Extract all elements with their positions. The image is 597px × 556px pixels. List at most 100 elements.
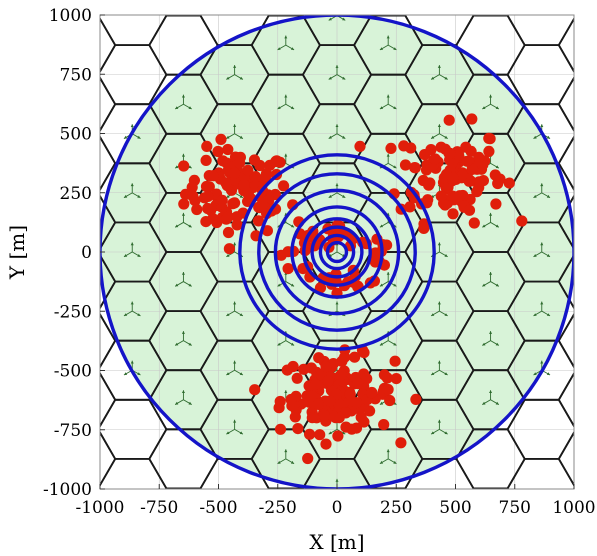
sector-arrow-head [290,47,295,50]
sector-arrow-head [546,194,550,198]
user-point [369,247,381,259]
sector-arrow-head [233,360,237,364]
sector-arrow-head [495,106,499,109]
sector-arrow-head [379,342,384,346]
user-point [278,180,290,192]
sector-arrow-head [540,301,544,305]
user-point [289,411,301,423]
user-point [178,198,190,210]
sector-arrow-head [137,194,141,198]
user-point [358,347,370,359]
y-tick-label: -1000 [43,480,92,500]
sector-arrow-head [386,449,390,453]
user-point [187,190,199,202]
user-point [339,351,351,363]
user-point [333,397,345,409]
user-point [207,170,219,182]
sector-arrow-head [495,224,499,228]
user-point [385,142,397,154]
x-tick-label: 750 [499,498,531,518]
user-point [384,394,396,407]
sector-arrow-head [226,431,230,435]
sector-arrow-head [444,135,448,139]
user-point [447,172,459,184]
user-point [516,215,528,227]
x-axis-ticks: -1000 -750 -500 -250 0 250 500 750 1000 [75,484,596,518]
user-point [460,141,472,153]
user-point [395,437,407,449]
sector-arrow-head [233,242,237,246]
user-point [399,159,412,171]
sector-arrow-head [489,331,493,334]
sector-arrow-head [328,431,332,435]
user-point [344,388,356,400]
hexagon-cell [557,371,574,428]
concentric-circles [238,153,436,351]
sector-arrow-head [181,212,185,216]
user-point [354,140,366,152]
sector-arrow-head [137,313,141,316]
sector-arrow-head [533,254,537,257]
user-point [314,282,327,294]
user-point [404,201,416,213]
sector-arrow-head [431,313,435,316]
sector-arrow-head [444,254,448,257]
user-point [447,208,459,220]
sector-arrow-head [437,242,441,246]
user-point [463,204,476,216]
sector-arrow-head [284,35,288,39]
sector-arrow-head [342,17,346,21]
user-point [202,202,214,215]
sector-arrow-head [130,183,134,187]
concentric-circle [318,233,356,271]
sector-arrow-head [482,401,486,405]
sector-arrow-head [130,124,134,127]
user-point [490,198,502,210]
sector-arrow-head [239,372,243,375]
user-point [439,199,451,211]
user-point [215,133,227,145]
sector-arrow-head [495,401,499,405]
user-point [306,390,318,402]
user-point [313,352,325,364]
user-point [503,177,515,189]
sector-arrow-head [393,165,397,169]
user-point [242,164,254,176]
sector-arrow-head [233,65,237,68]
sector-arrow-head [188,165,192,169]
sector-arrow-head [188,342,192,346]
sector-arrow-head [329,491,332,494]
sector-arrow-head [284,390,288,393]
hexagon-cell [557,194,574,251]
sector-arrow-head [124,135,128,139]
concentric-circle [310,225,364,279]
user-point [274,395,286,408]
sector-arrow-head [137,372,141,375]
user-point [358,416,370,428]
hexagon-cell [557,312,574,369]
user-point [223,243,235,255]
y-tick-label: -750 [54,421,92,441]
sector-arrow-head [489,94,493,98]
x-tick-label: 500 [439,498,471,518]
sector-arrow-head [335,183,339,187]
sector-arrow-head [328,194,332,198]
user-point [332,430,344,442]
sector-arrow-head [335,478,339,482]
sector-arrow-head [284,153,288,157]
sector-arrow-head [546,372,550,375]
user-point [202,190,214,202]
sector-arrow-head [233,124,237,127]
user-point [252,215,265,227]
sector-arrow-head [393,460,397,464]
sector-arrow-head [431,431,435,435]
user-point [238,179,250,191]
user-point [461,155,473,167]
sector-arrow-head [175,165,179,169]
user-point [291,372,303,384]
user-point [473,176,485,188]
sector-arrow-head [540,242,544,246]
sector-arrow-head [226,313,230,316]
sector-arrow-head [482,106,486,109]
